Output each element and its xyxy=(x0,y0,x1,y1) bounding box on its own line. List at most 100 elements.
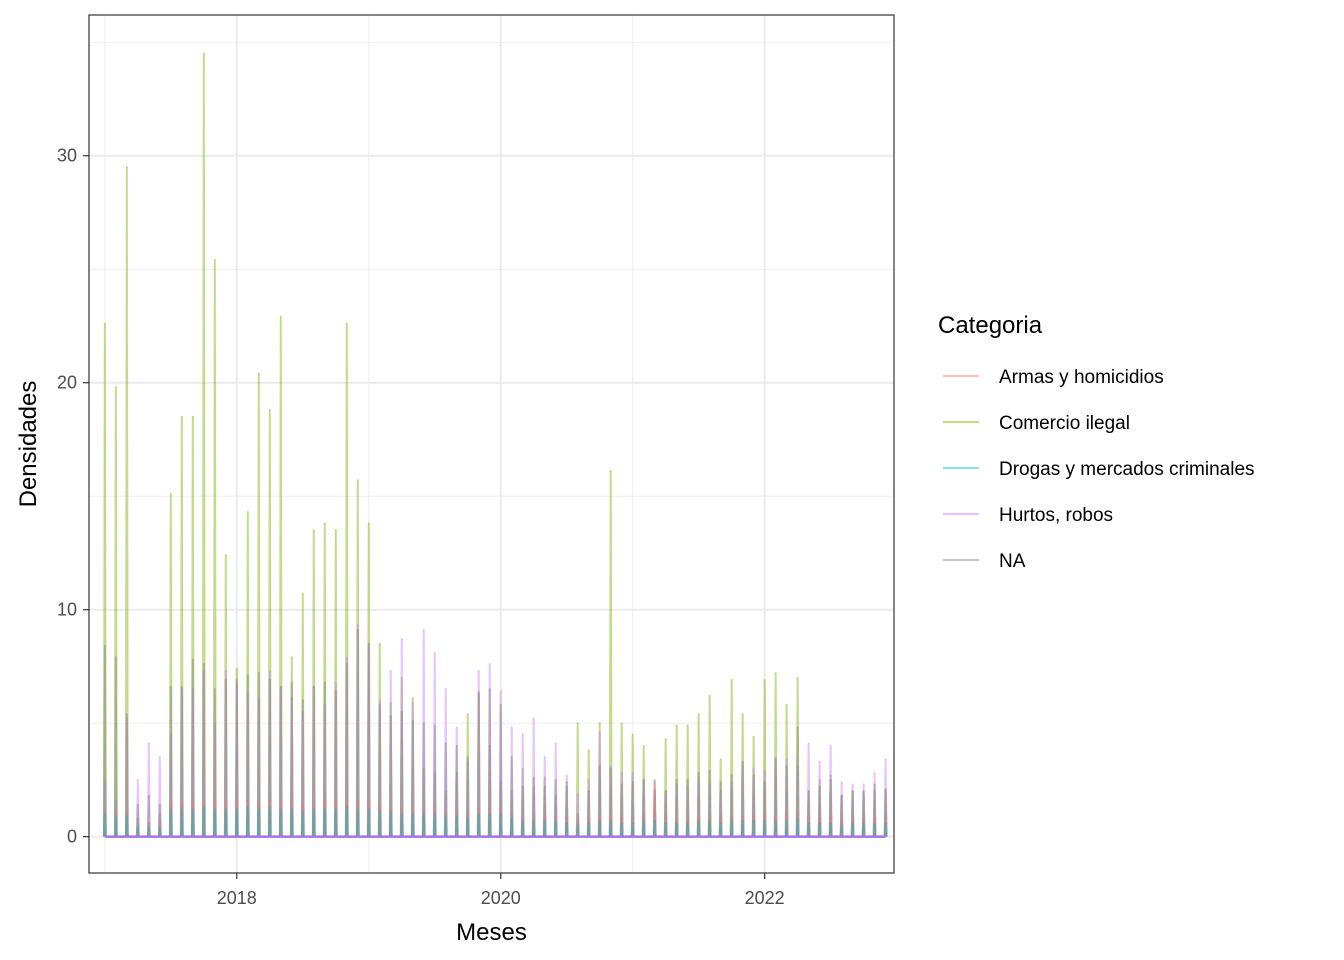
data-point xyxy=(841,820,843,822)
data-point xyxy=(830,745,832,747)
data-point xyxy=(258,697,260,699)
data-point xyxy=(390,670,392,672)
data-point xyxy=(269,670,271,672)
data-point xyxy=(852,817,854,820)
legend-label: Comercio ilegal xyxy=(999,413,1130,434)
data-point xyxy=(225,670,227,672)
data-point xyxy=(654,788,656,790)
data-point xyxy=(225,802,227,804)
data-point xyxy=(214,802,216,804)
data-point xyxy=(148,822,150,824)
data-point xyxy=(643,820,645,822)
data-point xyxy=(302,804,304,806)
data-point xyxy=(500,808,502,811)
data-point xyxy=(104,323,106,325)
data-point xyxy=(786,758,788,761)
data-point xyxy=(159,804,161,806)
data-point xyxy=(731,781,733,783)
data-point xyxy=(104,813,106,815)
data-point xyxy=(115,815,117,817)
data-point xyxy=(874,790,876,792)
data-point xyxy=(874,822,876,824)
data-point xyxy=(126,815,128,817)
data-point xyxy=(456,772,458,774)
data-point xyxy=(148,795,150,797)
data-point xyxy=(522,786,524,788)
data-point xyxy=(280,686,282,688)
data-point xyxy=(445,790,447,792)
data-point xyxy=(720,822,722,824)
data-point xyxy=(478,813,480,815)
data-point xyxy=(775,672,777,674)
data-point xyxy=(181,416,183,418)
data-point xyxy=(555,743,557,745)
data-point xyxy=(280,686,282,688)
data-point xyxy=(104,808,106,811)
data-point xyxy=(709,820,711,822)
data-point xyxy=(170,733,172,736)
data-point xyxy=(753,736,755,738)
data-point xyxy=(775,815,777,817)
data-point xyxy=(731,815,733,817)
data-point xyxy=(148,824,150,826)
data-point xyxy=(137,827,139,829)
data-point xyxy=(720,817,722,820)
data-point xyxy=(489,663,491,665)
data-point xyxy=(368,808,370,811)
data-point xyxy=(170,686,172,688)
y-tick-label: 20 xyxy=(57,373,77,393)
data-point xyxy=(544,817,546,820)
data-point xyxy=(687,724,689,727)
data-point xyxy=(203,806,205,808)
data-point xyxy=(313,686,315,688)
data-point xyxy=(412,813,414,815)
data-point xyxy=(676,822,678,824)
data-point xyxy=(104,645,106,647)
x-tick-label: 2022 xyxy=(745,888,785,908)
data-point xyxy=(225,808,227,811)
data-point xyxy=(610,767,612,770)
legend-label: Armas y homicidios xyxy=(999,367,1164,388)
data-point xyxy=(885,758,887,761)
data-point xyxy=(654,820,656,822)
data-point xyxy=(291,681,293,683)
data-point xyxy=(500,781,502,783)
data-point xyxy=(599,820,601,822)
data-point xyxy=(511,790,513,792)
data-point xyxy=(566,781,568,783)
data-point xyxy=(467,756,469,758)
data-point xyxy=(698,820,700,822)
data-point xyxy=(588,817,590,820)
data-point xyxy=(533,718,535,720)
data-point xyxy=(544,777,546,779)
data-point xyxy=(698,713,700,715)
data-point xyxy=(632,781,634,783)
data-point xyxy=(588,779,590,781)
y-tick-label: 30 xyxy=(57,146,77,166)
data-point xyxy=(324,802,326,804)
data-point xyxy=(566,822,568,824)
data-point xyxy=(566,817,568,820)
data-point xyxy=(808,790,810,792)
data-point xyxy=(665,822,667,824)
data-point xyxy=(368,802,370,804)
data-point xyxy=(588,749,590,752)
data-point xyxy=(731,679,733,681)
data-point xyxy=(137,779,139,781)
data-point xyxy=(885,822,887,824)
data-point xyxy=(786,820,788,822)
data-point xyxy=(192,808,194,811)
data-point xyxy=(742,761,744,763)
data-point xyxy=(753,774,755,776)
data-point xyxy=(280,808,282,811)
legend: Categoria Armas y homicidios Comercio ileg… xyxy=(938,312,1255,572)
data-point xyxy=(478,690,480,693)
data-point xyxy=(258,672,260,674)
data-point xyxy=(412,702,414,704)
data-point xyxy=(841,781,843,783)
data-point xyxy=(489,745,491,747)
data-point xyxy=(126,718,128,720)
data-point xyxy=(533,786,535,788)
data-point xyxy=(687,817,689,820)
